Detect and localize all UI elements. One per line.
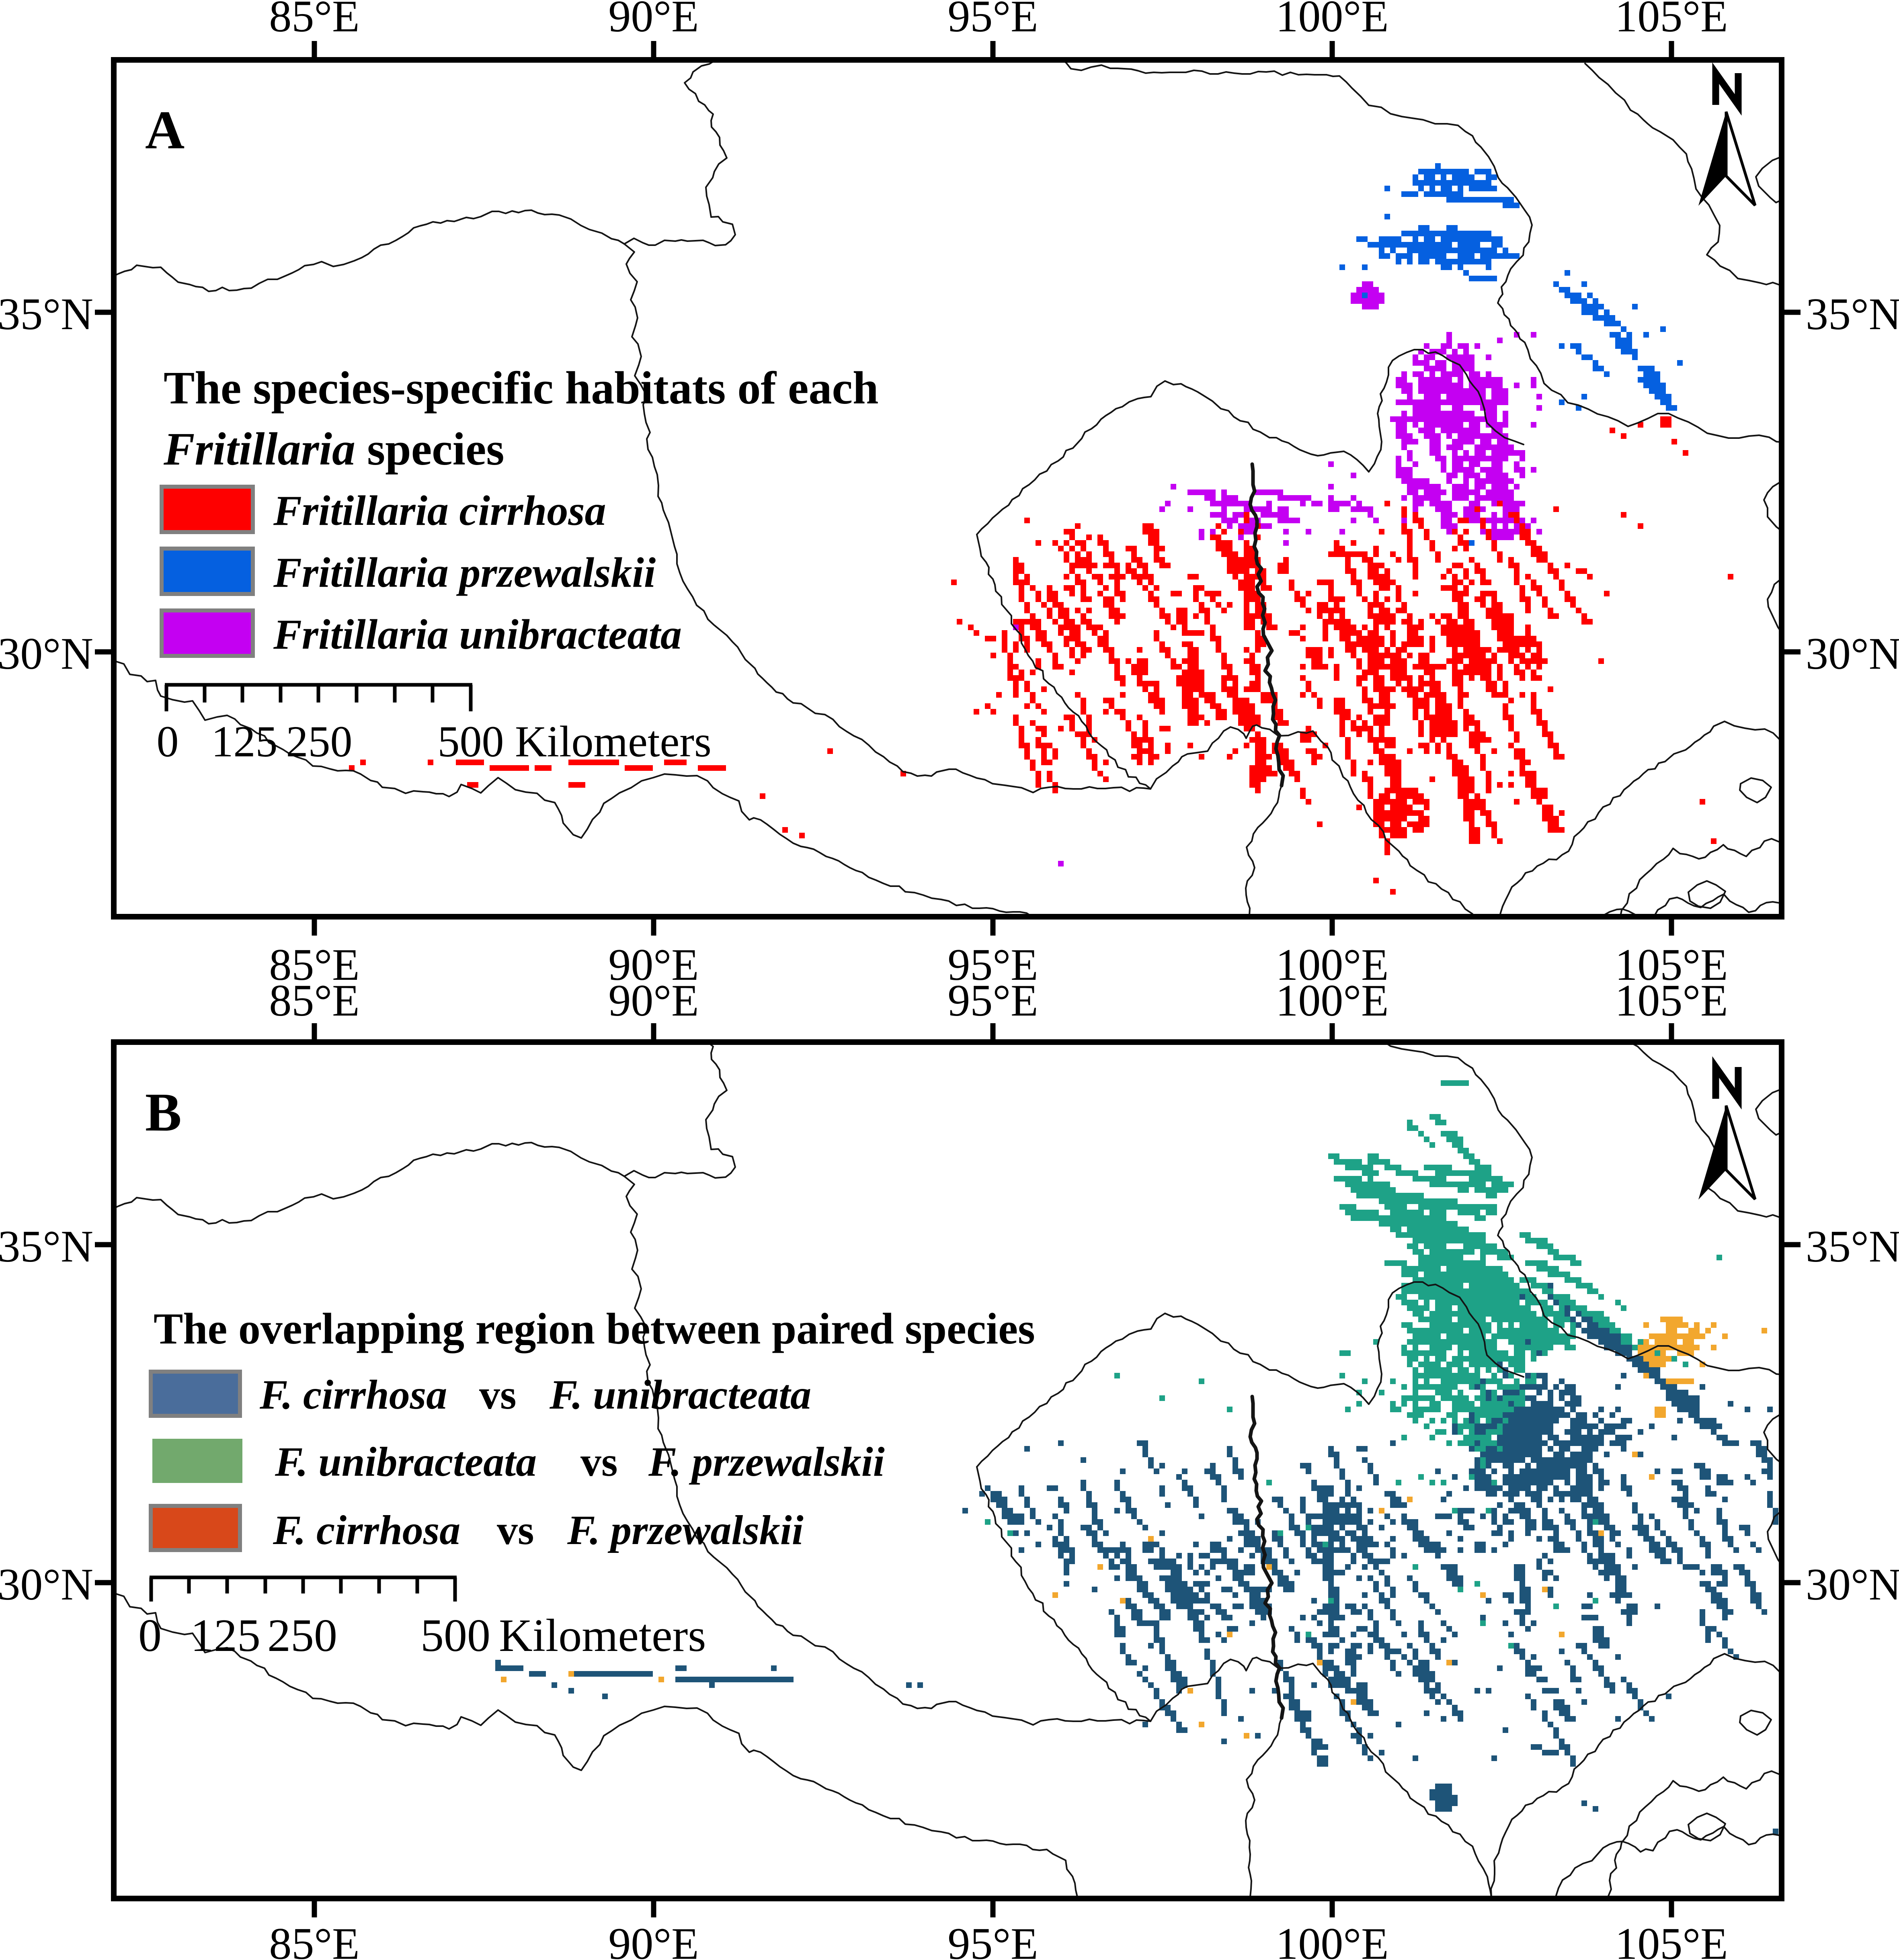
svg-text:125: 125 [191, 1610, 260, 1661]
svg-text:35°N: 35°N [1806, 1222, 1899, 1272]
svg-text:A: A [145, 100, 185, 160]
svg-text:95°E: 95°E [947, 940, 1038, 990]
svg-text:30°N: 30°N [0, 1560, 93, 1610]
svg-text:85°E: 85°E [269, 940, 359, 990]
svg-text:100°E: 100°E [1276, 940, 1388, 990]
svg-text:F. cirrhosa: F. cirrhosa [259, 1372, 447, 1418]
svg-text:125: 125 [211, 717, 278, 766]
svg-text:F. cirrhosa: F. cirrhosa [273, 1507, 460, 1553]
svg-text:100°E: 100°E [1276, 0, 1388, 41]
svg-text:95°E: 95°E [947, 0, 1038, 41]
svg-text:30°N: 30°N [0, 629, 93, 679]
svg-text:100°E: 100°E [1276, 1919, 1388, 1960]
svg-text:90°E: 90°E [608, 976, 699, 1026]
svg-text:F. przewalskii: F. przewalskii [567, 1507, 804, 1553]
svg-text:95°E: 95°E [947, 1919, 1038, 1960]
svg-text:35°N: 35°N [1806, 289, 1899, 339]
svg-text:30°N: 30°N [1806, 629, 1899, 679]
svg-text:95°E: 95°E [947, 976, 1038, 1026]
svg-text:100°E: 100°E [1276, 976, 1388, 1026]
svg-text:vs: vs [497, 1507, 534, 1553]
svg-text:F. unibracteata: F. unibracteata [549, 1372, 811, 1418]
svg-text:105°E: 105°E [1615, 940, 1728, 990]
svg-text:250: 250 [286, 717, 353, 766]
svg-text:B: B [145, 1082, 182, 1143]
svg-text:90°E: 90°E [608, 940, 699, 990]
svg-text:85°E: 85°E [269, 0, 359, 41]
svg-text:Fritillaria unibracteata: Fritillaria unibracteata [273, 611, 682, 658]
svg-text:500: 500 [438, 717, 504, 766]
svg-text:Fritillaria species: Fritillaria species [163, 424, 504, 475]
svg-text:85°E: 85°E [269, 1919, 359, 1960]
svg-text:250: 250 [267, 1610, 337, 1661]
svg-text:105°E: 105°E [1615, 0, 1728, 41]
svg-text:Kilometers: Kilometers [499, 1610, 706, 1661]
svg-text:0: 0 [138, 1610, 162, 1661]
svg-text:105°E: 105°E [1615, 1919, 1728, 1960]
svg-text:Fritillaria przewalskii: Fritillaria przewalskii [273, 549, 656, 596]
svg-text:35°N: 35°N [0, 289, 93, 339]
svg-text:85°E: 85°E [269, 976, 359, 1026]
svg-text:500: 500 [420, 1610, 490, 1661]
svg-text:0: 0 [157, 717, 179, 766]
svg-text:vs: vs [479, 1372, 516, 1418]
svg-text:F. przewalskii: F. przewalskii [648, 1439, 885, 1485]
svg-text:30°N: 30°N [1806, 1560, 1899, 1610]
svg-text:F. unibracteata: F. unibracteata [275, 1439, 537, 1485]
svg-text:vs: vs [580, 1439, 617, 1485]
svg-text:The overlapping region between: The overlapping region between paired sp… [154, 1304, 1035, 1353]
svg-text:90°E: 90°E [608, 1919, 699, 1960]
svg-text:The species-specific habitats: The species-specific habitats of each [164, 363, 878, 414]
svg-text:35°N: 35°N [0, 1222, 93, 1272]
svg-text:Fritillaria cirrhosa: Fritillaria cirrhosa [273, 487, 606, 534]
svg-text:90°E: 90°E [608, 0, 699, 41]
svg-text:105°E: 105°E [1615, 976, 1728, 1026]
svg-text:Kilometers: Kilometers [515, 717, 712, 766]
